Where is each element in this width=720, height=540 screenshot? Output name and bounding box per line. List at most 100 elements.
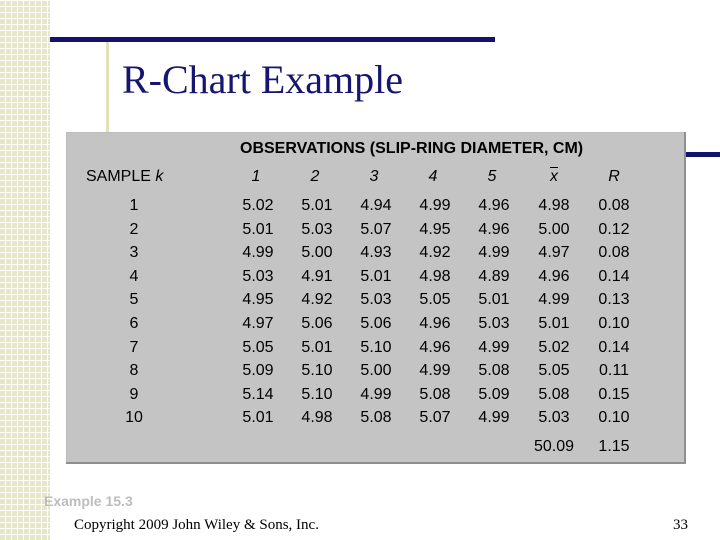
sample-label: SAMPLE <box>86 168 156 185</box>
observation-value: 4.89 <box>478 268 510 285</box>
observation-value: 5.03 <box>360 291 392 308</box>
observation-value: 5.06 <box>360 315 392 332</box>
xbar-value: 5.05 <box>538 362 570 379</box>
range-value: 0.11 <box>599 362 629 379</box>
observation-value: 5.01 <box>301 197 333 214</box>
range-value: 0.14 <box>598 339 630 356</box>
observation-value: 4.91 <box>301 268 333 285</box>
observation-value: 5.01 <box>242 221 274 238</box>
range-value: 0.08 <box>598 244 630 261</box>
observation-value: 5.08 <box>478 362 510 379</box>
observation-value: 5.08 <box>360 409 392 426</box>
xbar-value: 4.98 <box>538 197 570 214</box>
sample-number: 8 <box>129 362 139 379</box>
observation-value: 4.98 <box>419 268 451 285</box>
accent-rule <box>686 152 720 157</box>
observation-value: 5.03 <box>301 221 333 238</box>
table-panel <box>66 132 686 464</box>
decorative-line <box>106 40 109 132</box>
observation-value: 5.10 <box>360 339 392 356</box>
observation-value: 5.09 <box>242 362 274 379</box>
observation-value: 4.99 <box>478 339 510 356</box>
observation-value: 4.99 <box>419 362 451 379</box>
sample-variable: k <box>155 168 164 185</box>
range-value: 0.10 <box>598 409 630 426</box>
copyright-text: Copyright 2009 John Wiley & Sons, Inc. <box>74 517 319 533</box>
range-value: 0.08 <box>598 197 630 214</box>
xbar-value: 5.02 <box>538 339 570 356</box>
observation-value: 5.05 <box>419 291 451 308</box>
observation-value: 4.93 <box>360 244 392 261</box>
observation-value: 4.96 <box>478 221 510 238</box>
slide-title: R-Chart Example <box>122 57 404 102</box>
sample-number: 4 <box>129 268 139 285</box>
table-panel-fill <box>67 133 684 462</box>
xbar-value: 5.03 <box>538 409 570 426</box>
range-value: 0.14 <box>598 268 630 285</box>
observation-value: 5.01 <box>242 409 274 426</box>
observation-value: 5.03 <box>478 315 510 332</box>
observation-value: 4.97 <box>242 315 274 332</box>
observation-value: 4.99 <box>242 244 274 261</box>
observation-value: 4.98 <box>301 409 333 426</box>
observation-value: 4.92 <box>419 244 451 261</box>
observation-value: 5.01 <box>301 339 333 356</box>
range-value: 0.13 <box>598 291 630 308</box>
range-value: 0.10 <box>598 315 630 332</box>
observation-value: 5.03 <box>242 268 274 285</box>
sample-number: 5 <box>129 291 139 308</box>
observation-value: 5.07 <box>360 221 392 238</box>
obs-column-header: 5 <box>487 168 497 185</box>
observation-value: 5.09 <box>478 386 510 403</box>
page-number: 33 <box>673 517 688 533</box>
obs-column-header: 3 <box>369 168 379 185</box>
range-value: 0.15 <box>598 386 630 403</box>
observation-value: 5.08 <box>419 386 451 403</box>
observation-value: 4.94 <box>360 197 392 214</box>
observation-value: 4.99 <box>360 386 392 403</box>
observations-header: OBSERVATIONS (SLIP-RING DIAMETER, CM) <box>240 140 584 157</box>
observation-value: 4.99 <box>478 244 510 261</box>
sample-number: 6 <box>129 315 139 332</box>
r-total: 1.15 <box>598 438 630 455</box>
sample-number: 10 <box>125 409 143 426</box>
decorative-stripes <box>0 0 50 540</box>
obs-column-header: 4 <box>428 168 438 185</box>
range-value: 0.12 <box>598 221 630 238</box>
observation-value: 4.96 <box>478 197 510 214</box>
observation-value: 5.10 <box>301 362 333 379</box>
observation-value: 5.00 <box>360 362 392 379</box>
observation-value: 4.92 <box>301 291 333 308</box>
observation-value: 5.07 <box>419 409 451 426</box>
xbar-total: 50.09 <box>533 438 575 455</box>
observation-value: 5.05 <box>242 339 274 356</box>
xbar-value: 4.97 <box>538 244 570 261</box>
observation-value: 4.95 <box>242 291 274 308</box>
title-rule <box>50 37 495 42</box>
observation-value: 5.01 <box>360 268 392 285</box>
xbar-column-header: x <box>534 168 574 186</box>
r-column-header: R <box>608 168 620 185</box>
observation-value: 4.99 <box>478 409 510 426</box>
xbar-label: x <box>550 168 558 185</box>
xbar-value: 4.99 <box>538 291 570 308</box>
xbar-value: 5.08 <box>538 386 570 403</box>
observation-value: 4.96 <box>419 315 451 332</box>
sample-number: 2 <box>129 221 139 238</box>
obs-column-header: 1 <box>251 168 261 185</box>
sample-number: 1 <box>129 197 139 214</box>
sample-column-header: SAMPLE k <box>86 168 163 186</box>
observation-value: 5.14 <box>242 386 274 403</box>
xbar-value: 4.96 <box>538 268 570 285</box>
observation-value: 5.06 <box>301 315 333 332</box>
example-label: Example 15.3 <box>44 493 133 509</box>
observation-value: 5.02 <box>242 197 274 214</box>
sample-number: 9 <box>129 386 139 403</box>
obs-column-header: 2 <box>310 168 320 185</box>
observation-value: 5.00 <box>301 244 333 261</box>
xbar-value: 5.00 <box>538 221 570 238</box>
xbar-value: 5.01 <box>538 315 570 332</box>
observation-value: 5.10 <box>301 386 333 403</box>
sample-number: 3 <box>129 244 139 261</box>
observation-value: 4.99 <box>419 197 451 214</box>
